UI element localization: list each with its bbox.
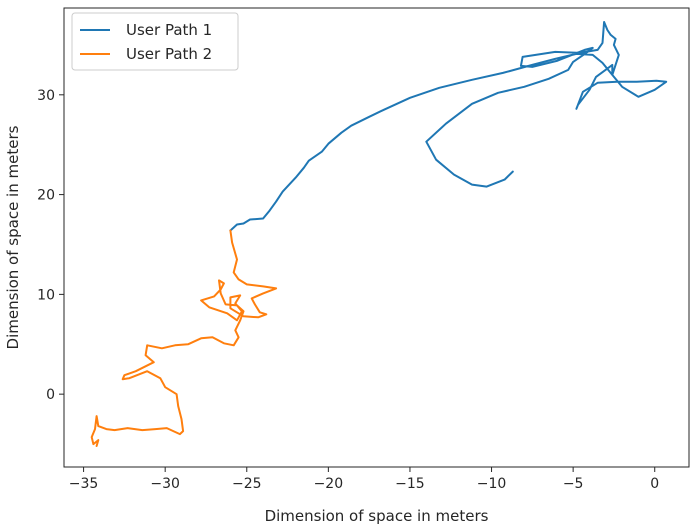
plot-area (64, 8, 689, 467)
x-tick-label: −5 (563, 476, 584, 492)
series-line-2 (90, 229, 278, 447)
y-axis-label: Dimension of space in meters (4, 125, 22, 349)
y-tick-label: 10 (37, 287, 55, 303)
y-tick-label: 30 (37, 88, 55, 104)
legend: User Path 1 User Path 2 (71, 12, 239, 71)
series-line-1 (229, 21, 668, 232)
y-axis: 0 10 20 30 (37, 88, 64, 403)
x-tick-label: −10 (477, 476, 507, 492)
x-tick-label: −20 (314, 476, 344, 492)
x-tick-label: −35 (69, 476, 99, 492)
x-tick-label: −15 (395, 476, 425, 492)
legend-box (71, 12, 239, 71)
x-tick-label: −25 (232, 476, 262, 492)
y-tick-label: 0 (46, 387, 55, 403)
x-axis-label: Dimension of space in meters (265, 507, 489, 525)
plot-frame (63, 7, 690, 468)
x-axis: −35 −30 −25 −20 −15 −10 −5 0 (69, 467, 659, 492)
x-tick-label: 0 (650, 476, 659, 492)
series-layer (90, 21, 668, 447)
legend-label-2: User Path 2 (126, 45, 212, 63)
y-tick-label: 20 (37, 188, 55, 204)
legend-label-1: User Path 1 (126, 21, 212, 39)
x-tick-label: −30 (150, 476, 180, 492)
